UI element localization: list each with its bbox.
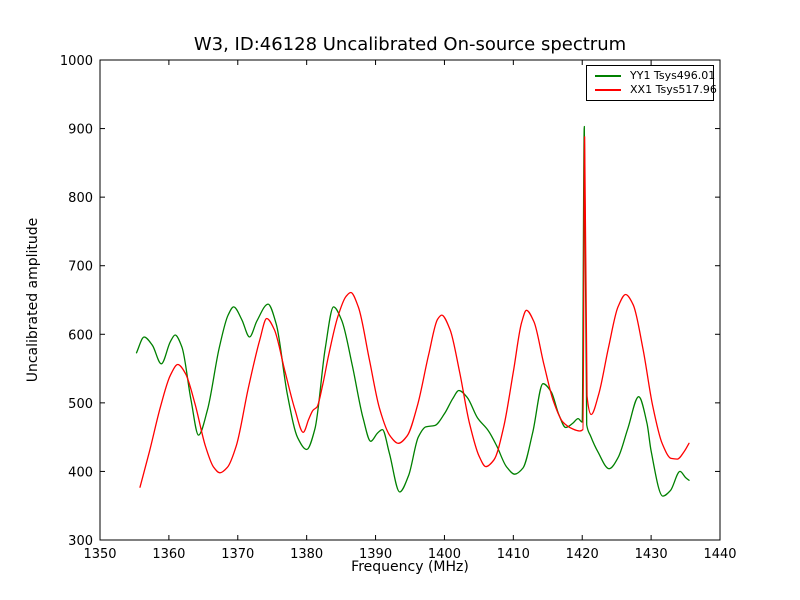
x-tick-label: 1440 xyxy=(703,547,736,562)
legend-entry-xx1: XX1 Tsys517.96 xyxy=(595,83,717,97)
series-line-yy1 xyxy=(135,125,690,497)
x-tick-label: 1400 xyxy=(428,547,461,562)
x-axis-label: Frequency (MHz) xyxy=(351,559,469,575)
y-tick-label: 1000 xyxy=(60,54,93,69)
legend-line-swatch-yy1 xyxy=(595,75,621,77)
y-tick-label: 300 xyxy=(68,534,93,549)
x-tick-label: 1380 xyxy=(290,547,323,562)
y-axis-label: Uncalibrated amplitude xyxy=(25,217,41,383)
y-tick-label: 700 xyxy=(68,260,93,275)
plot-title: W3, ID:46128 Uncalibrated On-source spec… xyxy=(193,34,627,55)
legend: YY1 Tsys496.01 XX1 Tsys517.96 xyxy=(586,65,717,101)
y-tick-label: 900 xyxy=(68,123,93,138)
legend-label-xx1: XX1 Tsys517.96 xyxy=(630,83,717,96)
y-tick-label: 800 xyxy=(68,191,93,206)
x-tick-label: 1410 xyxy=(497,547,530,562)
y-tick-label: 500 xyxy=(68,397,93,412)
legend-entry-yy1: YY1 Tsys496.01 xyxy=(595,69,715,83)
x-tick-label: 1430 xyxy=(635,547,668,562)
legend-label-yy1: YY1 Tsys496.01 xyxy=(630,69,716,82)
plot-frame xyxy=(99,59,721,541)
x-tick-label: 1390 xyxy=(359,547,392,562)
x-tick-label: 1360 xyxy=(152,547,185,562)
x-tick-label: 1370 xyxy=(221,547,254,562)
series-line-xx1 xyxy=(139,136,690,488)
y-tick-label: 600 xyxy=(68,328,93,343)
x-tick-label: 1420 xyxy=(566,547,599,562)
x-tick-label: 1350 xyxy=(83,547,116,562)
legend-line-swatch-xx1 xyxy=(595,89,621,91)
y-tick-label: 400 xyxy=(68,465,93,480)
